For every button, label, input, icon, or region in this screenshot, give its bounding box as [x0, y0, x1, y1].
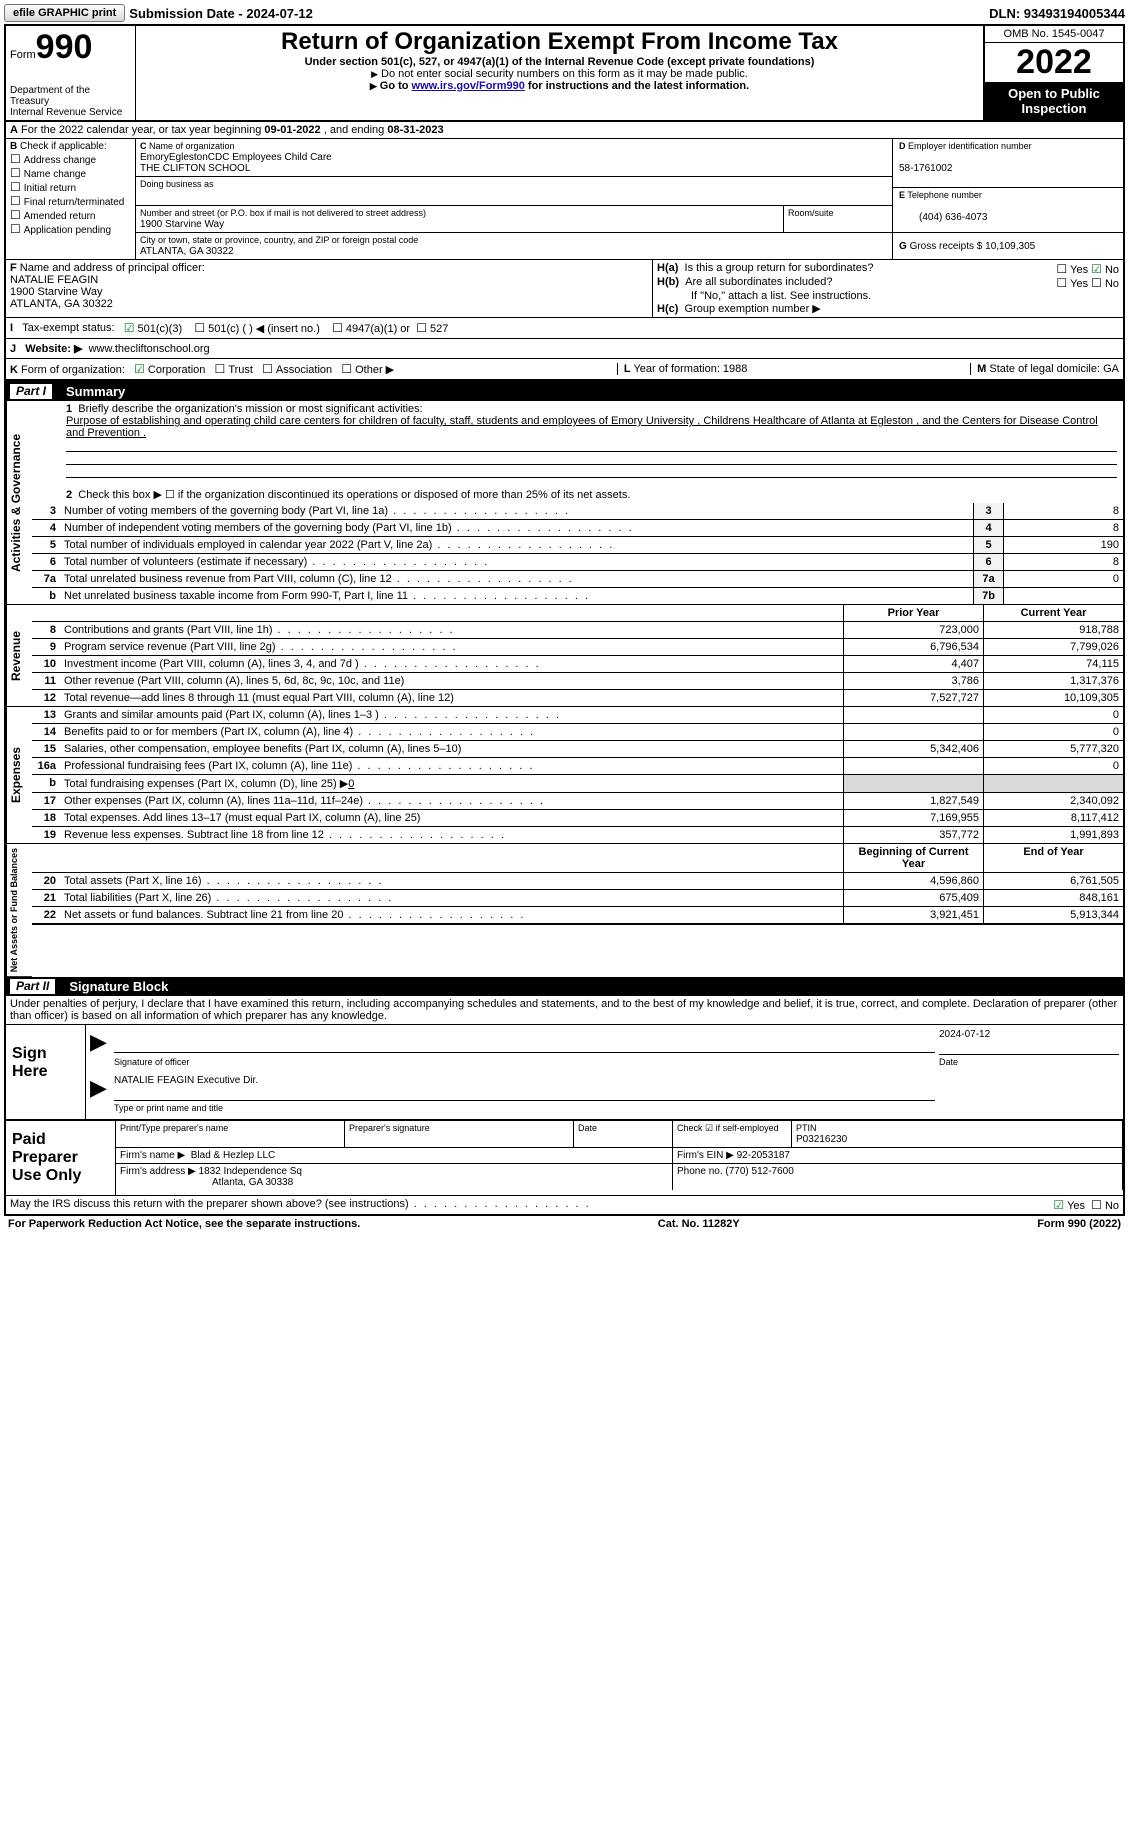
line-2: 2 Check this box ▶ ☐ if the organization…: [32, 480, 1123, 503]
ptin: P03216230: [796, 1134, 847, 1145]
top-bar: efile GRAPHIC print Submission Date - 20…: [4, 4, 1125, 22]
l5-val: 190: [1003, 537, 1123, 553]
line-a-tax-year: A For the 2022 calendar year, or tax yea…: [6, 122, 1123, 139]
open-to-public: Open to Public Inspection: [985, 82, 1123, 120]
chk-corporation[interactable]: Corporation: [134, 364, 205, 376]
omb-number: OMB No. 1545-0047: [985, 26, 1123, 43]
tab-expenses: Expenses: [6, 707, 32, 844]
form-title: Return of Organization Exempt From Incom…: [140, 28, 979, 56]
tab-activities-governance: Activities & Governance: [6, 401, 32, 605]
chk-501c[interactable]: 501(c) ( ) ◀ (insert no.): [194, 321, 320, 335]
chk-amended-return[interactable]: Amended return: [10, 211, 95, 222]
year-formation: Year of formation: 1988: [633, 363, 747, 375]
hb-no[interactable]: No: [1091, 278, 1119, 290]
chk-527[interactable]: 527: [416, 321, 448, 335]
officer-name: NATALIE FEAGIN: [10, 274, 98, 286]
chk-4947[interactable]: 4947(a)(1) or: [332, 321, 410, 335]
chk-application-pending[interactable]: Application pending: [10, 225, 111, 236]
officer-printed-name: NATALIE FEAGIN Executive Dir.: [114, 1075, 935, 1101]
tab-net-assets: Net Assets or Fund Balances: [6, 844, 32, 977]
chk-name-change[interactable]: Name change: [10, 169, 86, 180]
box-deg: D Employer identification number 58-1761…: [893, 139, 1123, 259]
part-2-header: Part II Signature Block: [4, 977, 1125, 996]
tax-year: 2022: [985, 43, 1123, 82]
discuss-yes[interactable]: Yes: [1053, 1200, 1085, 1212]
footer-bar: For Paperwork Reduction Act Notice, see …: [4, 1216, 1125, 1232]
l4-val: 8: [1003, 520, 1123, 536]
tab-revenue: Revenue: [6, 605, 32, 707]
org-name-2: THE CLIFTON SCHOOL: [140, 163, 250, 174]
firm-addr: 1832 Independence Sq: [199, 1166, 302, 1177]
firm-ein: 92-2053187: [737, 1150, 790, 1161]
ein: 58-1761002: [899, 163, 952, 174]
signature-intro: Under penalties of perjury, I declare th…: [4, 996, 1125, 1025]
row-k-org-form: K Form of organization: Corporation Trus…: [6, 359, 1123, 381]
org-address: 1900 Starvine Way: [140, 219, 224, 230]
website-url: www.thecliftonschool.org: [89, 343, 210, 355]
mission-text: Purpose of establishing and operating ch…: [66, 415, 1098, 439]
chk-other[interactable]: Other ▶: [341, 364, 394, 376]
efile-print-button[interactable]: efile GRAPHIC print: [4, 4, 125, 22]
row-i-tax-exempt: I Tax-exempt status: 501(c)(3) 501(c) ( …: [6, 318, 1123, 339]
box-c: C Name of organization EmoryEglestonCDC …: [136, 139, 893, 259]
row-j-website: J Website: ▶ www.thecliftonschool.org: [6, 339, 1123, 359]
gross-receipts: 10,109,305: [985, 241, 1035, 252]
org-city: ATLANTA, GA 30322: [140, 246, 234, 257]
part-1-header: Part I Summary: [4, 382, 1125, 401]
chk-address-change[interactable]: Address change: [10, 155, 96, 166]
form-subtitle: Under section 501(c), 527, or 4947(a)(1)…: [140, 56, 979, 68]
sig-date: 2024-07-12: [939, 1029, 1119, 1055]
ha-yes[interactable]: Yes: [1056, 264, 1088, 276]
box-f: F Name and address of principal officer:…: [6, 260, 653, 317]
treasury-dept: Department of the Treasury Internal Reve…: [10, 85, 131, 118]
l7b-val: [1003, 588, 1123, 604]
form-header: Form990 Department of the Treasury Inter…: [4, 24, 1125, 122]
instructions-link[interactable]: www.irs.gov/Form990: [412, 80, 525, 92]
org-name-1: EmoryEglestonCDC Employees Child Care: [140, 152, 332, 163]
telephone: (404) 636-4073: [899, 212, 987, 223]
state-domicile: State of legal domicile: GA: [989, 363, 1119, 375]
instructions-link-line: Go to www.irs.gov/Form990 for instructio…: [140, 80, 979, 92]
l3-val: 8: [1003, 503, 1123, 519]
chk-501c3[interactable]: 501(c)(3): [124, 321, 182, 335]
box-h: H(a) Is this a group return for subordin…: [653, 260, 1123, 317]
chk-initial-return[interactable]: Initial return: [10, 183, 76, 194]
irs-discuss-question: May the IRS discuss this return with the…: [4, 1196, 1125, 1216]
ha-no[interactable]: No: [1091, 264, 1119, 276]
summary-section: Activities & Governance 1 Briefly descri…: [4, 401, 1125, 977]
dln: DLN: 93493194005344: [989, 6, 1125, 21]
ssn-warning: Do not enter social security numbers on …: [140, 68, 979, 80]
discuss-no[interactable]: No: [1091, 1200, 1119, 1212]
chk-trust[interactable]: Trust: [215, 364, 253, 376]
l7a-val: 0: [1003, 571, 1123, 587]
chk-association[interactable]: Association: [262, 364, 332, 376]
sign-here-block: Sign Here ▶ 2024-07-12 Signature of offi…: [4, 1025, 1125, 1121]
chk-final-return[interactable]: Final return/terminated: [10, 197, 124, 208]
firm-phone: (770) 512-7600: [725, 1166, 793, 1177]
firm-name: Blad & Hezlep LLC: [191, 1150, 276, 1161]
submission-date: Submission Date - 2024-07-12: [129, 6, 313, 21]
l6-val: 8: [1003, 554, 1123, 570]
form-number: Form990: [10, 28, 131, 67]
box-b: B Check if applicable: Address change Na…: [6, 139, 136, 259]
hb-yes[interactable]: Yes: [1056, 278, 1088, 290]
paid-preparer-block: Paid Preparer Use Only Print/Type prepar…: [4, 1121, 1125, 1196]
